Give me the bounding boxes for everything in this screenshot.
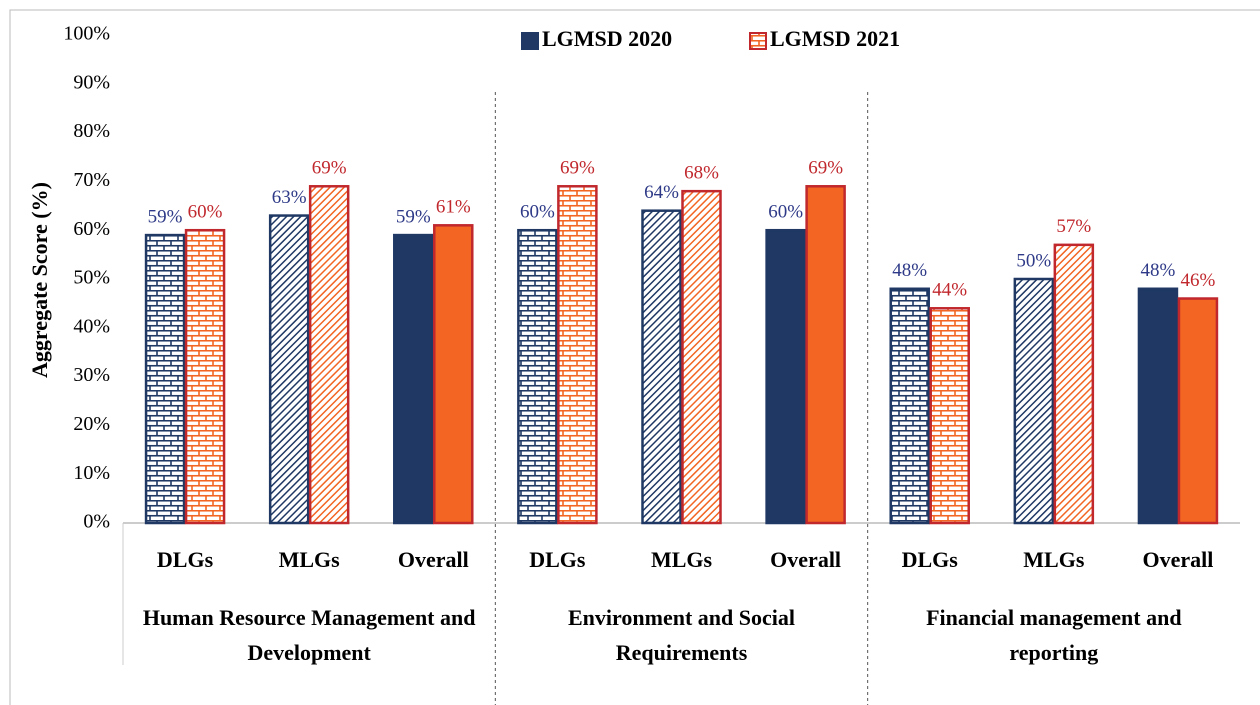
x-tick-label: MLGs bbox=[279, 547, 341, 572]
data-label: 50% bbox=[1016, 250, 1051, 271]
group-label: Environment and Social Requirements bbox=[568, 605, 795, 665]
y-tick-label: 90% bbox=[73, 71, 110, 93]
bar bbox=[144, 233, 186, 525]
data-label: 60% bbox=[188, 202, 223, 223]
y-tick-label: 80% bbox=[73, 120, 110, 142]
bar bbox=[1177, 297, 1219, 525]
x-tick-label: MLGs bbox=[651, 547, 713, 572]
y-tick-label: 70% bbox=[73, 169, 110, 191]
data-label: 59% bbox=[396, 206, 431, 227]
bar bbox=[681, 189, 722, 525]
y-tick-label: 100% bbox=[63, 23, 110, 45]
x-tick-label: Overall bbox=[770, 547, 841, 572]
bar bbox=[268, 214, 310, 525]
data-label: 61% bbox=[436, 197, 471, 218]
bar bbox=[765, 228, 806, 525]
bar bbox=[641, 209, 682, 525]
group-label: Financial management and reporting bbox=[926, 605, 1182, 665]
bar bbox=[1053, 243, 1095, 525]
y-tick-label: 20% bbox=[73, 413, 110, 435]
legend-swatch bbox=[749, 32, 767, 50]
data-label: 69% bbox=[312, 158, 347, 179]
data-label: 48% bbox=[892, 260, 927, 281]
legend-label: LGMSD 2020 bbox=[542, 26, 672, 51]
bar bbox=[1137, 287, 1179, 525]
data-label: 69% bbox=[808, 158, 843, 179]
data-label: 59% bbox=[148, 206, 183, 227]
y-tick-label: 10% bbox=[73, 462, 110, 484]
x-tick-label: MLGs bbox=[1023, 547, 1085, 572]
bar bbox=[433, 224, 474, 525]
data-label: 46% bbox=[1181, 270, 1216, 291]
x-tick-label: DLGs bbox=[902, 547, 959, 572]
bar bbox=[889, 287, 930, 525]
data-label: 64% bbox=[644, 182, 679, 203]
bar bbox=[393, 233, 434, 525]
y-tick-label: 0% bbox=[83, 511, 110, 533]
bar bbox=[184, 228, 226, 525]
data-label: 63% bbox=[272, 187, 307, 208]
y-axis-title: Aggregate Score (%) bbox=[27, 182, 52, 378]
y-tick-label: 30% bbox=[73, 364, 110, 386]
legend-label: LGMSD 2021 bbox=[770, 26, 900, 51]
bar bbox=[805, 185, 846, 525]
bar bbox=[1013, 277, 1055, 525]
frame bbox=[9, 9, 1260, 705]
data-label: 60% bbox=[768, 202, 803, 223]
data-label: 57% bbox=[1056, 216, 1091, 237]
y-tick-label: 40% bbox=[73, 315, 110, 337]
y-tick-label: 60% bbox=[73, 218, 110, 240]
x-tick-label: DLGs bbox=[157, 547, 214, 572]
bar bbox=[308, 185, 350, 525]
bar bbox=[557, 185, 598, 525]
x-tick-label: DLGs bbox=[529, 547, 586, 572]
bar bbox=[929, 307, 970, 525]
data-label: 60% bbox=[520, 202, 555, 223]
data-label: 68% bbox=[684, 163, 719, 184]
data-label: 48% bbox=[1141, 260, 1176, 281]
y-tick-label: 50% bbox=[73, 267, 110, 289]
bar bbox=[517, 228, 558, 525]
legend-swatch bbox=[521, 32, 539, 50]
group-label: Human Resource Management and Developmen… bbox=[142, 605, 476, 665]
x-tick-label: Overall bbox=[1143, 547, 1214, 572]
data-label: 44% bbox=[932, 280, 967, 301]
x-tick-label: Overall bbox=[398, 547, 469, 572]
data-label: 69% bbox=[560, 158, 595, 179]
